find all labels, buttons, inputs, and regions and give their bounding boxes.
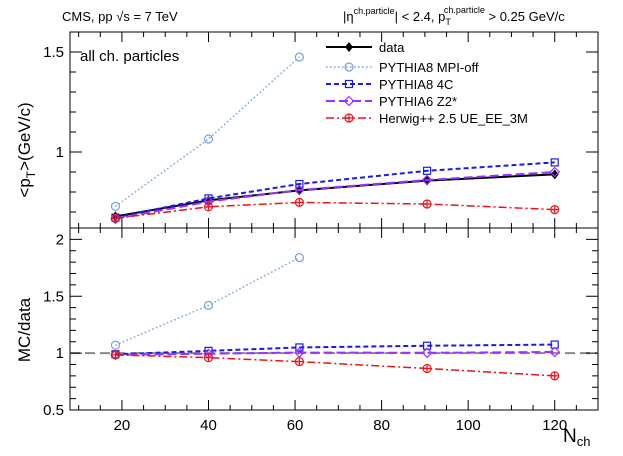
bottom-panel-series xyxy=(110,252,561,381)
top-point-herwig-1 xyxy=(203,202,214,212)
legend-entry-data: data xyxy=(326,40,405,55)
top-line-herwig xyxy=(115,201,555,220)
top-panel-series xyxy=(110,52,561,225)
bottom-point-herwig-4 xyxy=(550,371,560,381)
bottom-point-herwig-2 xyxy=(294,357,304,367)
legend-label-data: data xyxy=(379,40,405,55)
bottom-xtick-label-0: 20 xyxy=(114,417,131,434)
top-point-p6_z2-3 xyxy=(421,174,433,186)
bottom-line-p8_4c xyxy=(115,343,555,356)
header-cuts: |ηch.particle| < 2.4, pTch.particle > 0.… xyxy=(343,5,565,27)
bottom-point-herwig-1 xyxy=(203,353,214,363)
bottom-xtick-label-3: 80 xyxy=(373,417,390,434)
bottom-point-herwig-3 xyxy=(422,363,432,374)
top-point-mpioff-2 xyxy=(294,52,304,62)
bottom-point-herwig-0 xyxy=(110,350,121,360)
top-point-p6_z2-4 xyxy=(549,166,561,178)
legend-label-p8-4c: PYTHIA8 4C xyxy=(379,77,453,92)
top-panel-ticks: 11.5 xyxy=(43,31,598,228)
legend-entry-p8-4c: PYTHIA8 4C xyxy=(326,77,453,92)
bottom-line-herwig xyxy=(115,354,555,377)
top-point-herwig-4 xyxy=(550,205,560,215)
bottom-point-p6_z2-2 xyxy=(294,347,305,358)
bottom-point-mpioff-1 xyxy=(203,300,214,310)
top-line-p6_z2 xyxy=(115,171,555,220)
top-line-p8_4c xyxy=(115,161,555,219)
bottom-ytick-label-1: 1 xyxy=(56,345,64,362)
bottom-ytick-label-2: 1.5 xyxy=(43,288,64,305)
legend-entry-herwig: Herwig++ 2.5 UE_EE_3M xyxy=(326,111,528,126)
bottom-xtick-label-4: 100 xyxy=(456,417,481,434)
bottom-line-mpioff xyxy=(115,256,300,346)
bottom-point-p6_z2-3 xyxy=(421,347,433,359)
bottom-point-mpioff-2 xyxy=(294,252,304,263)
top-ylabel: <pT>(GeV/c) xyxy=(15,102,38,197)
bottom-ytick-label-0: 0.5 xyxy=(43,402,64,419)
bottom-line-p6_z2 xyxy=(115,350,555,356)
top-line-mpioff xyxy=(115,56,300,208)
top-point-p8_4c-4 xyxy=(550,158,559,167)
legend-label-herwig: Herwig++ 2.5 UE_EE_3M xyxy=(379,111,528,126)
top-ytick-label-1: 1.5 xyxy=(43,44,64,61)
bottom-xtick-label-5: 120 xyxy=(542,417,567,434)
legend: data PYTHIA8 MPI-off PYTHIA8 4C PYTHIA6 … xyxy=(326,40,528,126)
top-point-herwig-3 xyxy=(422,199,432,209)
top-ytick-label-0: 1 xyxy=(56,144,64,161)
annotation-all-particles: all ch. particles xyxy=(80,48,179,65)
bottom-point-mpioff-0 xyxy=(110,340,121,350)
top-point-p8_4c-2 xyxy=(295,179,304,189)
top-point-mpioff-1 xyxy=(203,134,214,144)
legend-entry-mpioff: PYTHIA8 MPI-off xyxy=(326,60,479,75)
bottom-xtick-label-2: 60 xyxy=(287,417,304,434)
legend-label-mpioff: PYTHIA8 MPI-off xyxy=(379,60,479,75)
bottom-point-p8_4c-3 xyxy=(422,341,432,350)
header-experiment: CMS, pp √s = 7 TeV xyxy=(62,9,178,24)
bottom-ylabel: MC/data xyxy=(15,297,34,362)
bottom-point-p6_z2-4 xyxy=(549,346,561,358)
top-point-herwig-2 xyxy=(294,197,304,207)
top-point-data-4 xyxy=(550,169,559,180)
top-point-p6_z2-2 xyxy=(294,184,305,196)
bottom-xlabel: Nch xyxy=(563,426,590,449)
top-point-herwig-0 xyxy=(110,213,121,223)
legend-label-p6-z2: PYTHIA6 Z2* xyxy=(379,94,457,109)
bottom-ytick-label-3: 2 xyxy=(56,231,64,248)
bottom-point-p8_4c-2 xyxy=(295,343,304,352)
top-point-mpioff-0 xyxy=(110,201,121,211)
bottom-panel-ticks: 0.5 1 1.5 2 20 40 60 80 100 120 xyxy=(43,227,598,434)
bottom-xtick-label-1: 40 xyxy=(200,417,217,434)
bottom-panel-frame xyxy=(69,227,599,411)
top-point-p8_4c-3 xyxy=(422,166,432,175)
legend-entry-p6-z2: PYTHIA6 Z2* xyxy=(326,94,457,109)
